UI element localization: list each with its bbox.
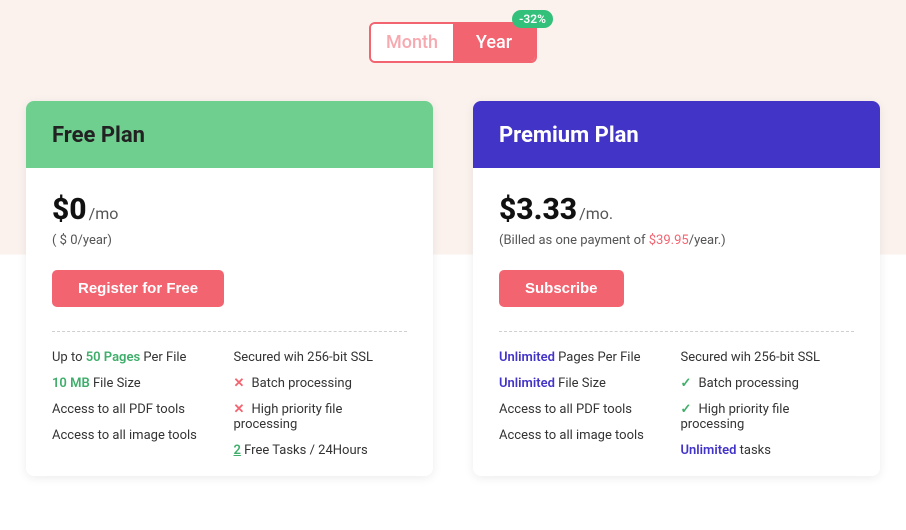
feature-item: ✓High priority file processing bbox=[681, 402, 855, 432]
toggle-year[interactable]: Year bbox=[453, 24, 535, 61]
feature-list-free: Up to 50 Pages Per File 10 MB File Size … bbox=[52, 350, 407, 458]
register-free-button[interactable]: Register for Free bbox=[52, 270, 224, 307]
subscribe-button[interactable]: Subscribe bbox=[499, 270, 624, 307]
plan-title-premium: Premium Plan bbox=[473, 101, 880, 168]
divider bbox=[499, 331, 854, 332]
plan-card-premium: Premium Plan $3.33 /mo. (Billed as one p… bbox=[473, 101, 880, 476]
feature-item: Secured wih 256-bit SSL bbox=[234, 350, 408, 365]
plan-price-free: $0 bbox=[52, 192, 87, 227]
feature-item: Access to all PDF tools bbox=[499, 402, 673, 417]
plan-card-free: Free Plan $0 /mo ( $ 0/year) Register fo… bbox=[26, 101, 433, 476]
divider bbox=[52, 331, 407, 332]
plan-subtext-free: ( $ 0/year) bbox=[52, 233, 407, 248]
feature-item: Unlimited tasks bbox=[681, 443, 855, 458]
plan-period-free: /mo bbox=[89, 204, 119, 223]
feature-item: ✕Batch processing bbox=[234, 376, 408, 391]
feature-item: Access to all image tools bbox=[52, 428, 226, 443]
feature-item: Secured wih 256-bit SSL bbox=[681, 350, 855, 365]
feature-item: Up to 50 Pages Per File bbox=[52, 350, 226, 365]
plan-subtext-premium: (Billed as one payment of $39.95/year.) bbox=[499, 233, 854, 248]
plan-title-free: Free Plan bbox=[26, 101, 433, 168]
toggle-month[interactable]: Month bbox=[371, 24, 453, 61]
feature-item: ✕High priority file processing bbox=[234, 402, 408, 432]
feature-item: 2 Free Tasks / 24Hours bbox=[234, 443, 408, 458]
plan-price-premium: $3.33 bbox=[499, 192, 577, 227]
feature-item: Access to all PDF tools bbox=[52, 402, 226, 417]
plan-period-premium: /mo. bbox=[579, 204, 613, 223]
x-icon: ✕ bbox=[234, 402, 248, 417]
feature-item: 10 MB File Size bbox=[52, 376, 226, 391]
discount-badge: -32% bbox=[512, 10, 553, 28]
feature-item: Unlimited File Size bbox=[499, 376, 673, 391]
feature-list-premium: Unlimited Pages Per File Unlimited File … bbox=[499, 350, 854, 458]
feature-item: ✓Batch processing bbox=[681, 376, 855, 391]
check-icon: ✓ bbox=[681, 402, 695, 417]
check-icon: ✓ bbox=[681, 376, 695, 391]
x-icon: ✕ bbox=[234, 376, 248, 391]
billing-period-toggle: Month Year -32% bbox=[26, 22, 880, 63]
feature-item: Unlimited Pages Per File bbox=[499, 350, 673, 365]
feature-item: Access to all image tools bbox=[499, 428, 673, 443]
